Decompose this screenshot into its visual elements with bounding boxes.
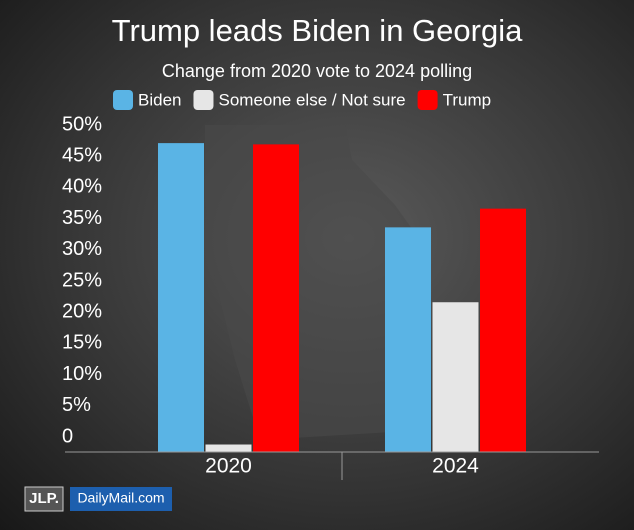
bar <box>385 227 431 452</box>
legend: Biden Someone else / Not sure Trump <box>113 90 491 110</box>
y-tick-label: 45% <box>62 144 102 166</box>
bar <box>432 302 479 452</box>
y-tick-label: 15% <box>62 332 102 354</box>
y-tick-label: 20% <box>62 300 102 322</box>
y-tick-label: 50% <box>62 113 102 135</box>
legend-label: Someone else / Not sure <box>218 90 405 109</box>
bar <box>253 144 299 453</box>
chart-title: Trump leads Biden in Georgia <box>112 13 523 48</box>
logo-box <box>70 487 172 511</box>
logo-box <box>24 486 64 512</box>
y-tick-label: 40% <box>62 176 102 198</box>
y-tick-label: 25% <box>62 269 102 291</box>
logo-dailymail: DailyMail.com <box>77 490 164 506</box>
y-tick-label: 10% <box>62 363 102 385</box>
x-tick-label: 2020 <box>205 455 252 478</box>
bar <box>480 208 526 452</box>
y-tick-label: 35% <box>62 207 102 229</box>
bar <box>205 444 252 452</box>
legend-label: Trump <box>443 90 492 109</box>
legend-label: Biden <box>138 90 181 109</box>
x-tick-label: 2024 <box>432 455 479 478</box>
legend-swatch <box>113 90 133 110</box>
logo-jlp: JLP. <box>29 490 59 507</box>
bar <box>158 143 204 452</box>
chart-subtitle: Change from 2020 vote to 2024 polling <box>162 61 472 81</box>
legend-swatch <box>193 90 214 110</box>
y-tick-label: 0 <box>62 425 73 447</box>
legend-swatch <box>417 90 438 110</box>
y-tick-label: 5% <box>62 394 91 416</box>
y-tick-label: 30% <box>62 238 102 260</box>
